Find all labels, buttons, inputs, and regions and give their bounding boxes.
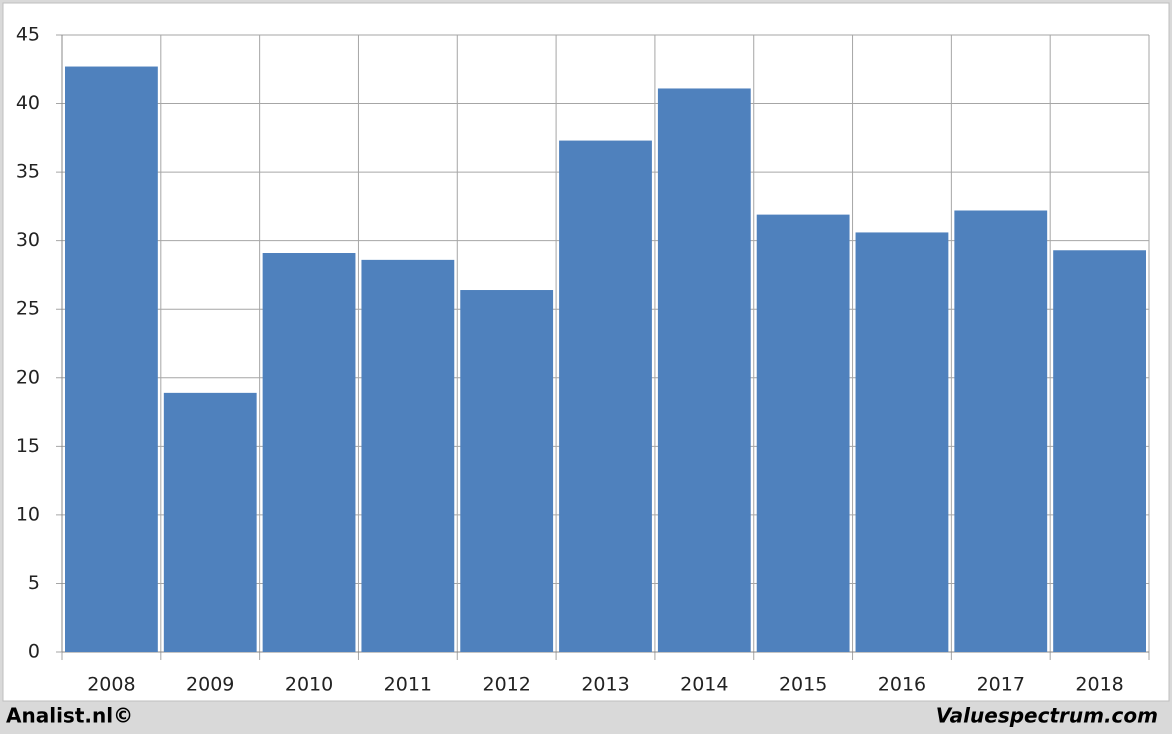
- y-tick-label: 40: [16, 92, 40, 114]
- x-tick-label: 2009: [186, 674, 234, 696]
- bar: [855, 232, 949, 652]
- x-tick-label: 2014: [680, 674, 728, 696]
- y-tick-label: 15: [16, 435, 40, 457]
- bar: [657, 88, 751, 653]
- footer-right: Valuespectrum.com: [936, 704, 1158, 728]
- bar: [460, 290, 554, 652]
- bar: [163, 392, 257, 652]
- y-tick-label: 30: [16, 229, 40, 251]
- bar: [559, 140, 652, 652]
- x-tick-label: 2016: [878, 674, 926, 696]
- y-tick-label: 45: [16, 24, 40, 46]
- x-tick-label: 2010: [285, 674, 333, 696]
- y-tick-label: 0: [28, 641, 40, 663]
- y-tick-label: 35: [16, 161, 40, 183]
- y-tick-label: 10: [16, 503, 40, 525]
- x-tick-label: 2008: [87, 674, 135, 696]
- y-tick-label: 20: [16, 366, 40, 388]
- x-tick-label: 2017: [977, 674, 1025, 696]
- footer-left: Analist.nl©: [6, 704, 133, 728]
- bar: [1053, 250, 1146, 652]
- y-tick-label: 5: [28, 572, 40, 594]
- bar: [954, 210, 1048, 652]
- x-tick-label: 2012: [483, 674, 531, 696]
- bar: [361, 259, 455, 652]
- x-tick-label: 2013: [581, 674, 629, 696]
- x-tick-label: 2018: [1075, 674, 1123, 696]
- x-tick-label: 2015: [779, 674, 827, 696]
- y-tick-label: 25: [16, 298, 40, 320]
- x-tick-label: 2011: [384, 674, 432, 696]
- bar: [65, 66, 158, 653]
- bar: [756, 214, 850, 653]
- bar: [262, 253, 356, 653]
